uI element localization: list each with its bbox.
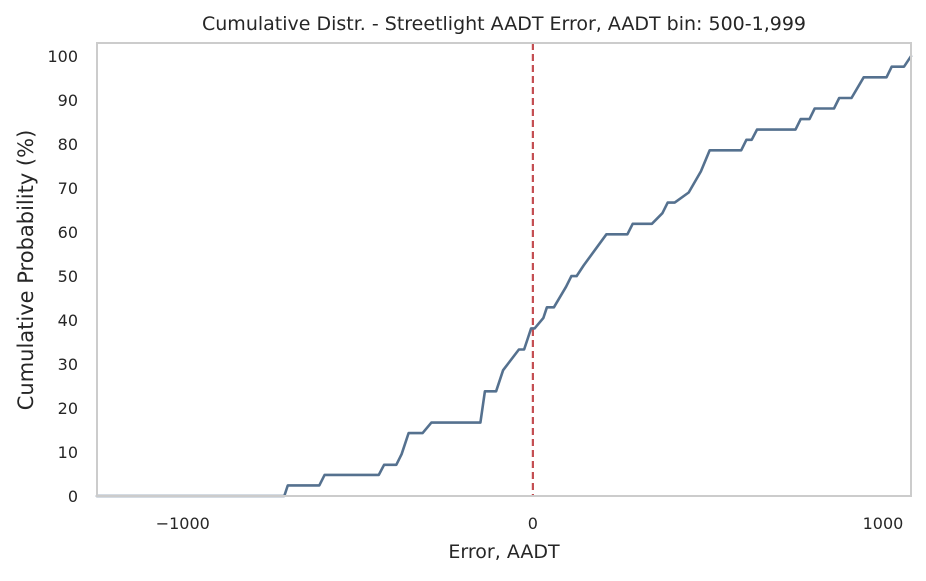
x-tick-label: 0 xyxy=(528,514,538,533)
y-tick-label: 40 xyxy=(58,311,78,330)
plot-frame xyxy=(96,42,912,497)
y-tick-label: 100 xyxy=(47,47,78,66)
plot-layer xyxy=(95,43,913,498)
y-tick-label: 0 xyxy=(68,487,78,506)
ticks-layer: −1000 0 1000 0 10 20 30 40 50 60 70 80 90 100 xyxy=(47,47,903,533)
y-tick-label: 50 xyxy=(58,267,78,286)
y-tick-label: 80 xyxy=(58,135,78,154)
y-axis-label: Cumulative Probability (%) xyxy=(14,130,38,411)
y-tick-label: 70 xyxy=(58,179,78,198)
x-tick-label: −1000 xyxy=(156,514,210,533)
y-tick-label: 20 xyxy=(58,399,78,418)
x-axis-label: Error, AADT xyxy=(448,541,560,563)
x-tick-label: 1000 xyxy=(863,514,904,533)
y-tick-label: 10 xyxy=(58,443,78,462)
y-tick-label: 60 xyxy=(58,223,78,242)
cdf-series-line xyxy=(95,54,913,498)
chart-title: Cumulative Distr. - Streetlight AADT Err… xyxy=(202,13,806,35)
y-tick-label: 90 xyxy=(58,91,78,110)
y-tick-label: 30 xyxy=(58,355,78,374)
